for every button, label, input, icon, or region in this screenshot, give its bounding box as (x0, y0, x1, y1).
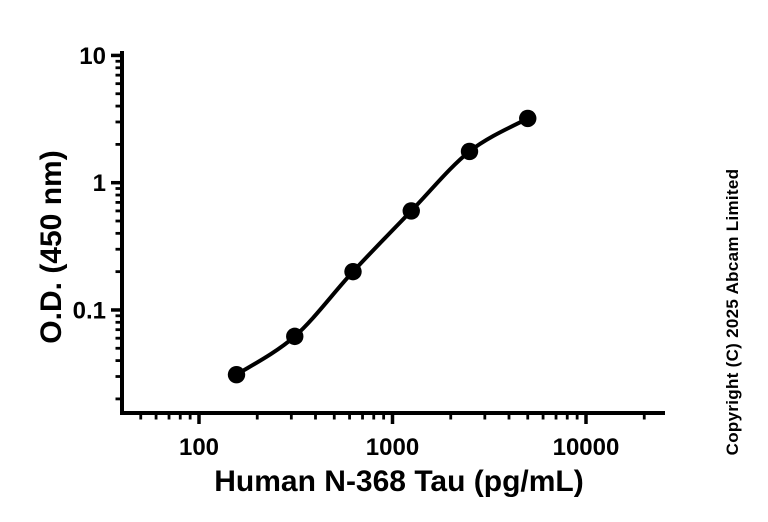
data-point (286, 327, 304, 346)
data-point (344, 262, 362, 281)
series-layer (227, 109, 537, 384)
axes-layer (111, 51, 665, 424)
y-tick-label: 0.1 (73, 297, 106, 324)
y-tick-label: 10 (79, 43, 106, 70)
x-axis-title: Human N-368 Tau (pg/mL) (214, 465, 583, 498)
x-tick-label: 10000 (553, 434, 620, 461)
axis-spine (120, 51, 665, 415)
tick-label-layer: 100 1000 10000 10 1 0.1 (73, 43, 620, 461)
data-point (402, 202, 420, 220)
data-point (519, 109, 537, 128)
data-point (227, 365, 246, 384)
copyright-text: Copyright (C) 2025 Abcam Limited (723, 169, 742, 456)
y-axis-title: O.D. (450 nm) (35, 150, 68, 343)
x-tick-label: 1000 (366, 434, 419, 461)
data-point (460, 142, 479, 161)
y-tick-label: 1 (93, 170, 106, 197)
fit-curve (234, 116, 530, 377)
x-tick-label: 100 (179, 434, 219, 461)
